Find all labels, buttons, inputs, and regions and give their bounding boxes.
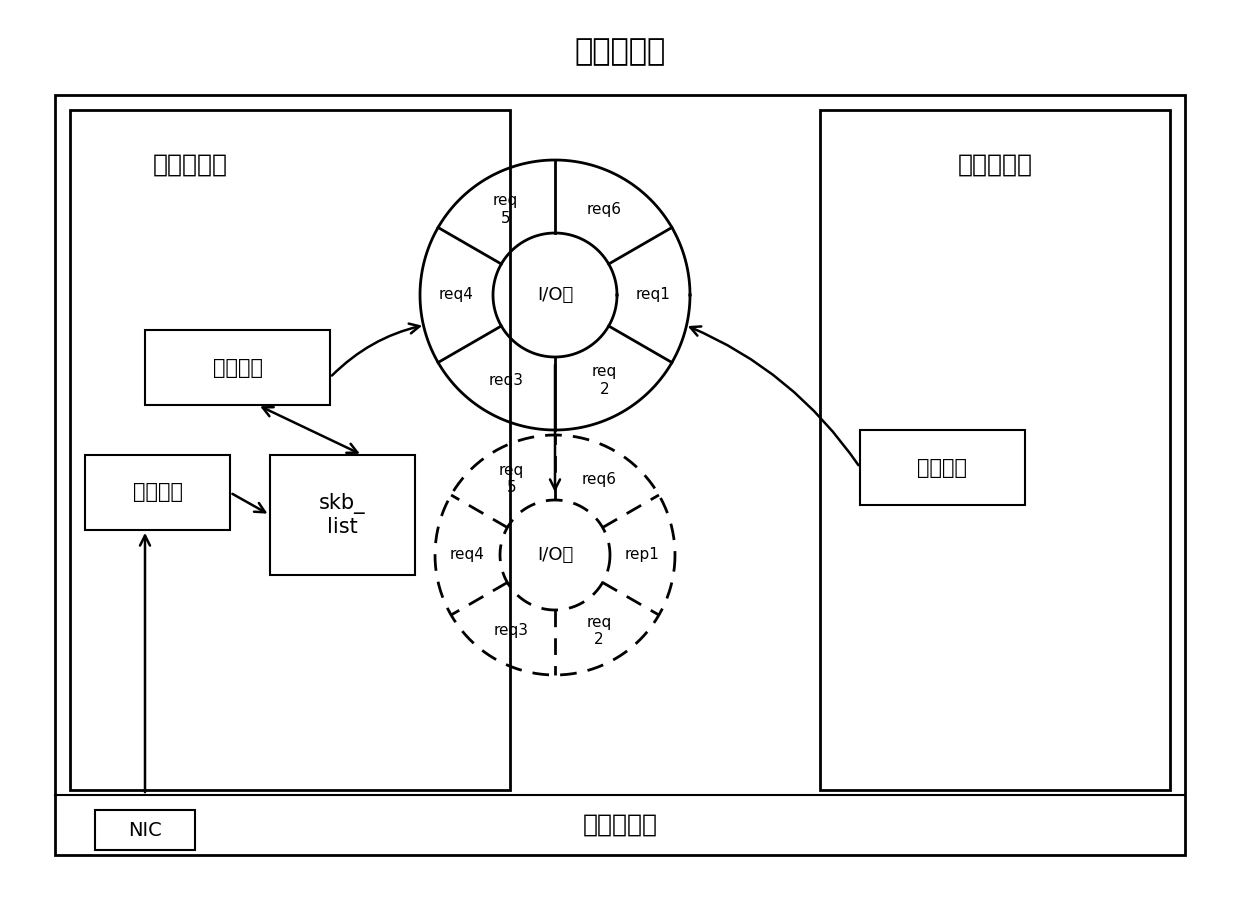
Text: 虚拟监控器: 虚拟监控器	[583, 813, 657, 837]
Bar	[145, 330, 330, 405]
Bar	[95, 810, 195, 850]
Text: req6: req6	[587, 202, 621, 217]
Text: NIC: NIC	[128, 821, 162, 840]
Bar	[69, 110, 510, 790]
Text: req6: req6	[582, 472, 616, 487]
Text: req
5: req 5	[494, 193, 518, 226]
Text: req1: req1	[636, 288, 671, 302]
Text: req
2: req 2	[591, 364, 616, 397]
Text: req3: req3	[494, 623, 528, 638]
Bar	[861, 430, 1025, 505]
Text: rep1: rep1	[625, 548, 660, 562]
Text: req3: req3	[489, 373, 523, 388]
Text: req
5: req 5	[498, 463, 523, 496]
Bar	[820, 110, 1171, 790]
Text: 接收线程: 接收线程	[212, 358, 263, 378]
Text: 后端驱动: 后端驱动	[133, 482, 182, 502]
Text: I/O环: I/O环	[537, 546, 573, 564]
Text: 用户虚拟机: 用户虚拟机	[957, 153, 1033, 177]
Text: req
2: req 2	[587, 615, 611, 647]
Text: skb_
list: skb_ list	[319, 493, 366, 538]
Bar	[55, 95, 1185, 855]
Text: 特权虚拟机: 特权虚拟机	[153, 153, 227, 177]
Text: I/O环: I/O环	[537, 286, 573, 304]
Text: req4: req4	[450, 548, 485, 562]
Text: req4: req4	[439, 288, 474, 302]
Bar	[86, 455, 229, 530]
Bar	[270, 455, 415, 575]
Text: 前端驱动: 前端驱动	[918, 458, 967, 478]
Text: 虚拟化平台: 虚拟化平台	[574, 37, 666, 66]
